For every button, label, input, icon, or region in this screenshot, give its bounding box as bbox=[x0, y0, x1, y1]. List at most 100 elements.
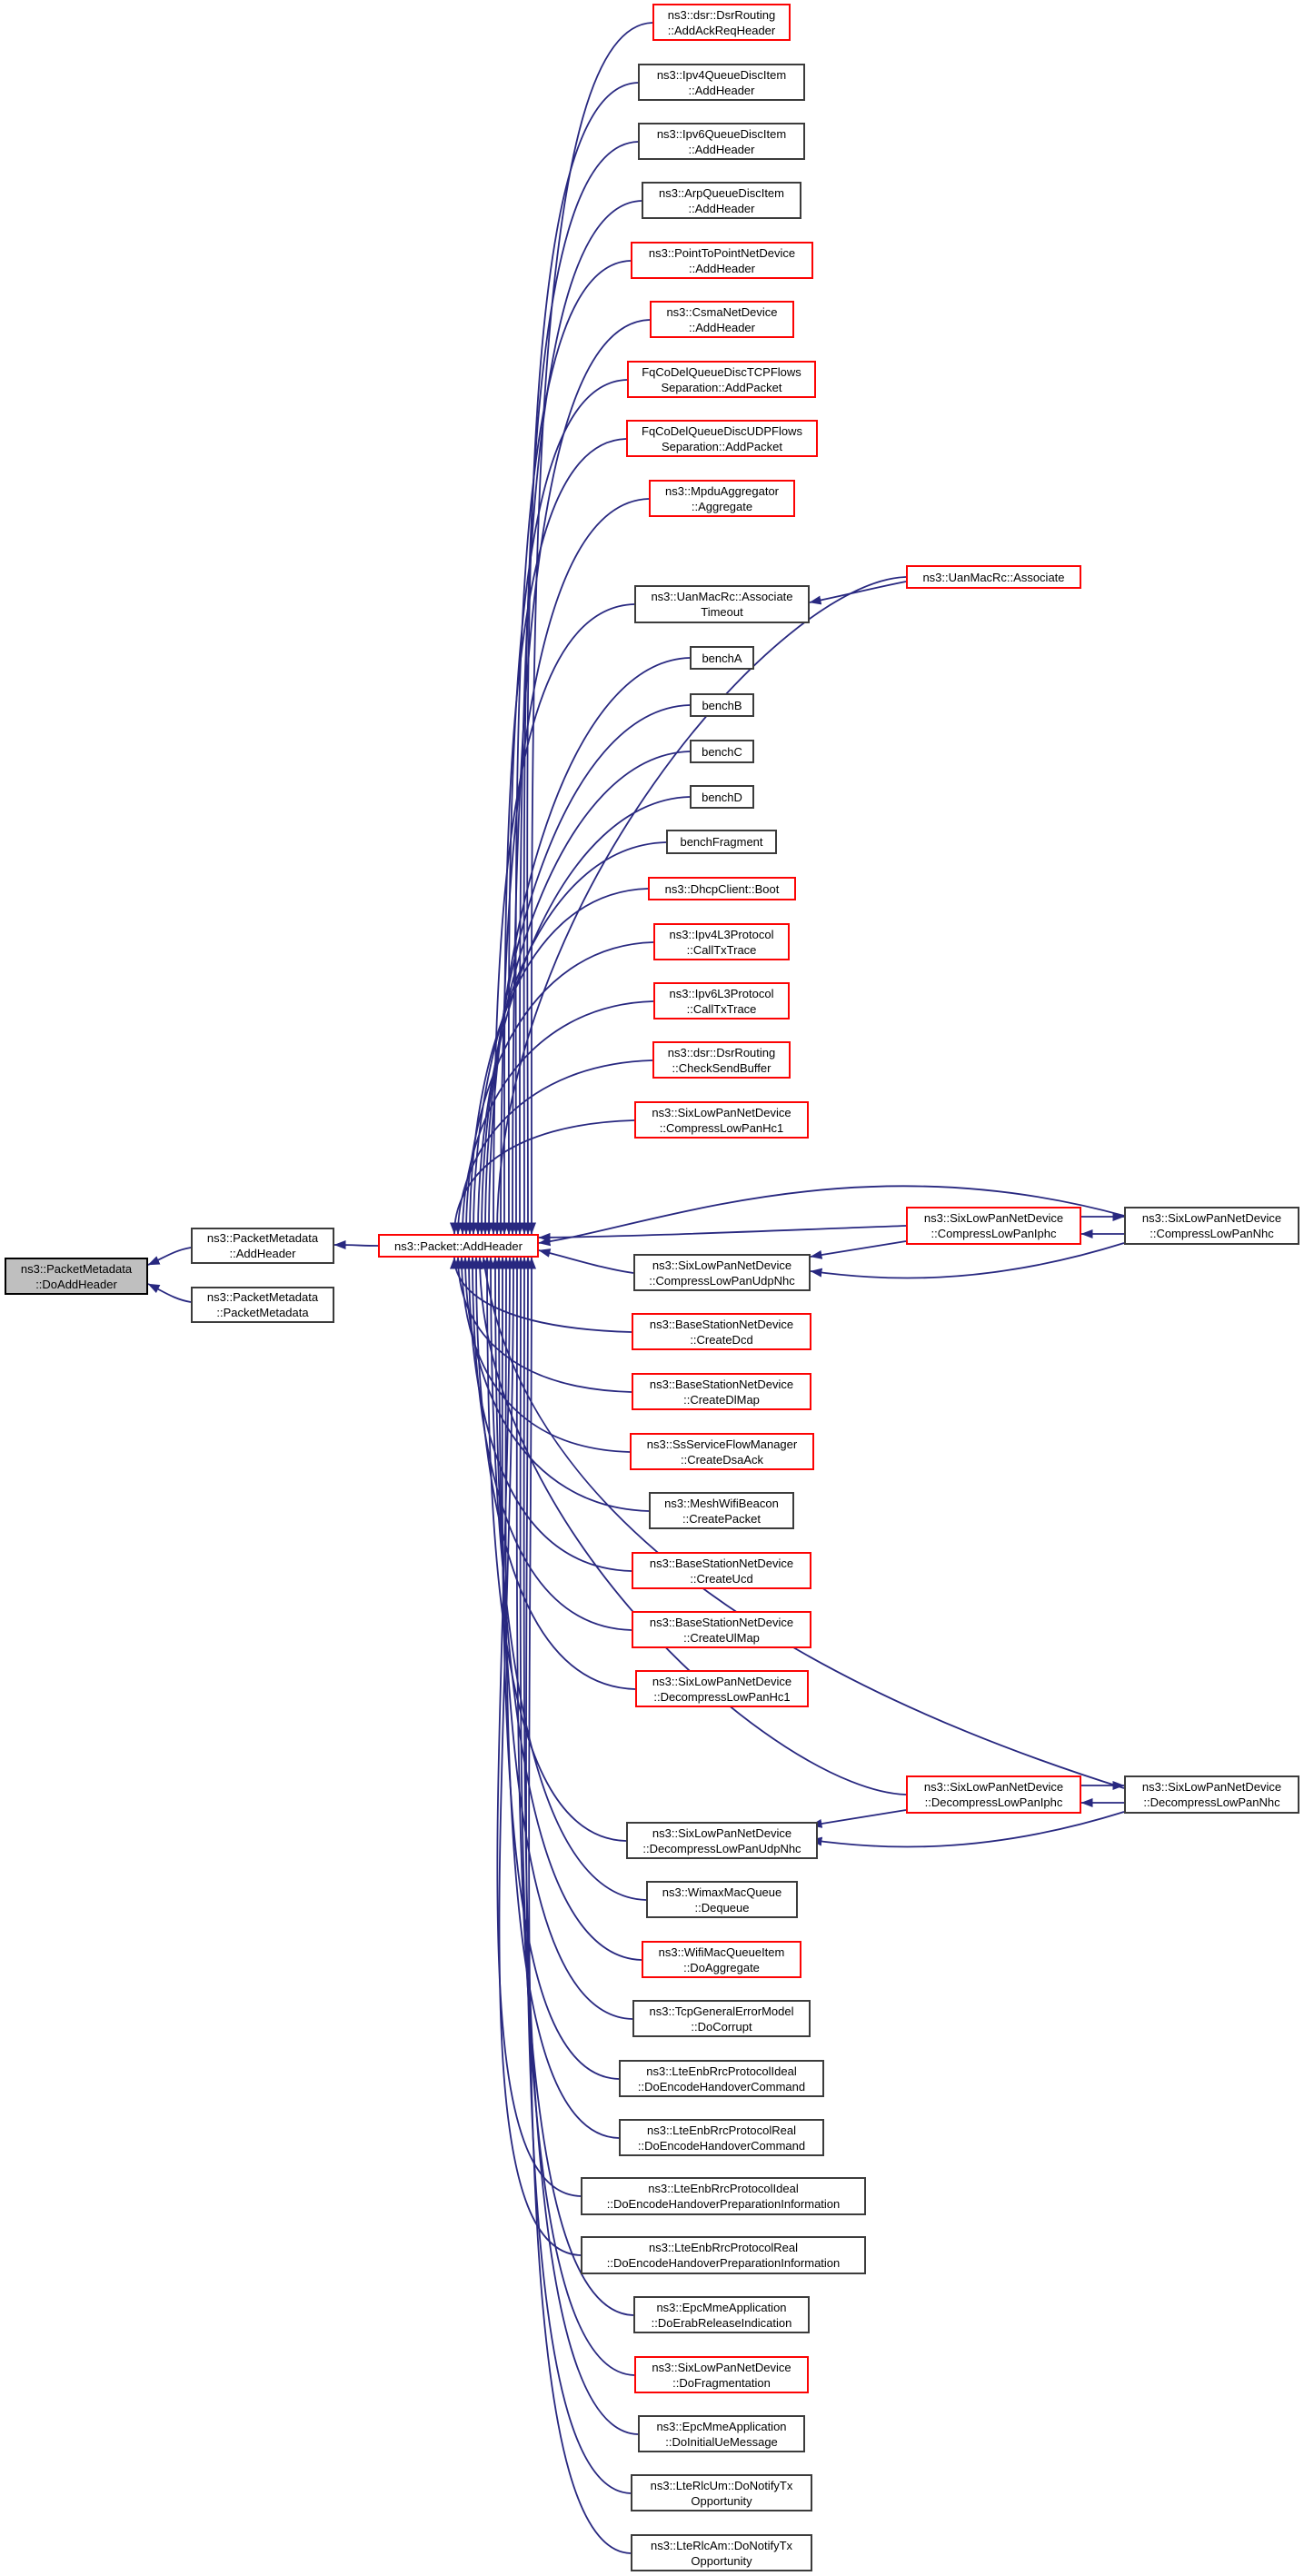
node-pmAddHeader[interactable]: ns3::PacketMetadata::AddHeader bbox=[191, 1228, 334, 1264]
node-lteIdealCmd[interactable]: ns3::LteEnbRrcProtocolIdeal::DoEncodeHan… bbox=[619, 2060, 824, 2097]
node-pmPacketMetadata[interactable]: ns3::PacketMetadata::PacketMetadata bbox=[191, 1287, 334, 1323]
edge-compNhc-compUdpNhc bbox=[810, 1242, 1125, 1279]
node-p2pAddHeader[interactable]: ns3::PointToPointNetDevice::AddHeader bbox=[631, 242, 813, 279]
node-lteRealCmd[interactable]: ns3::LteEnbRrcProtocolReal::DoEncodeHand… bbox=[619, 2119, 824, 2156]
edge-decompUdpNhc-packetAddHeader bbox=[483, 1257, 627, 1842]
node-label-line: ns3::SsServiceFlowManager bbox=[646, 1437, 798, 1451]
node-label-line: ns3::LteRlcAm::DoNotifyTx bbox=[650, 2538, 793, 2552]
node-label-line: ::DoEncodeHandoverPreparationInformation bbox=[606, 2197, 841, 2211]
node-lteRealPrep[interactable]: ns3::LteEnbRrcProtocolReal::DoEncodeHand… bbox=[581, 2236, 866, 2274]
edge-compIphc-compUdpNhc bbox=[810, 1240, 907, 1259]
node-label-line: ns3::BaseStationNetDevice bbox=[649, 1317, 794, 1331]
node-csmaAddHeader[interactable]: ns3::CsmaNetDevice::AddHeader bbox=[650, 301, 794, 338]
edge-compNhc-packetAddHeader bbox=[538, 1185, 1125, 1247]
node-benchC[interactable]: benchC bbox=[690, 740, 754, 763]
node-uanTimeout[interactable]: ns3::UanMacRc::Associate Timeout bbox=[634, 585, 810, 623]
node-label-line: Separation::AddPacket bbox=[661, 380, 782, 394]
edge-compHc1-packetAddHeader bbox=[450, 1119, 635, 1235]
node-ipv6Qdi[interactable]: ns3::Ipv6QueueDiscItem::AddHeader bbox=[638, 123, 805, 160]
node-label-line: benchB bbox=[702, 698, 742, 712]
node-meshCreatePacket[interactable]: ns3::MeshWifiBeacon::CreatePacket bbox=[649, 1492, 794, 1529]
node-wimaxDequeue[interactable]: ns3::WimaxMacQueue::Dequeue bbox=[646, 1881, 798, 1918]
node-dhcpBoot[interactable]: ns3::DhcpClient::Boot bbox=[648, 877, 796, 900]
node-label-line: ns3::MeshWifiBeacon bbox=[664, 1496, 779, 1510]
node-checkSendBuffer[interactable]: ns3::dsr::DsrRouting::CheckSendBuffer bbox=[652, 1041, 791, 1079]
node-label-line: ns3::WimaxMacQueue bbox=[662, 1885, 782, 1899]
edge-benchD-packetAddHeader bbox=[473, 796, 691, 1235]
node-rlcAm[interactable]: ns3::LteRlcAm::DoNotifyTx Opportunity bbox=[631, 2534, 812, 2571]
node-fqUdp[interactable]: FqCoDelQueueDiscUDPFlows Separation::AddP… bbox=[626, 420, 818, 457]
node-decompHc1[interactable]: ns3::SixLowPanNetDevice::DecompressLowPa… bbox=[635, 1670, 809, 1707]
node-createUlMap[interactable]: ns3::BaseStationNetDevice::CreateUlMap bbox=[632, 1611, 811, 1648]
node-compIphc[interactable]: ns3::SixLowPanNetDevice::CompressLowPanI… bbox=[906, 1207, 1081, 1245]
node-label-line: ::CreateDlMap bbox=[683, 1392, 760, 1407]
node-epcErab[interactable]: ns3::EpcMmeApplication::DoErabReleaseInd… bbox=[633, 2296, 810, 2333]
edge-lteIdealCmd-packetAddHeader bbox=[497, 1257, 620, 2080]
node-benchA[interactable]: benchA bbox=[690, 646, 754, 670]
node-ipv4CallTx[interactable]: ns3::Ipv4L3Protocol::CallTxTrace bbox=[653, 923, 790, 960]
node-createDcd[interactable]: ns3::BaseStationNetDevice::CreateDcd bbox=[632, 1313, 811, 1350]
node-label-line: ::AddHeader bbox=[689, 261, 755, 275]
edge-createDsaAck-packetAddHeader bbox=[457, 1257, 631, 1453]
edge-mpduAggregate-packetAddHeader bbox=[496, 498, 650, 1235]
node-label-line: ::AddAckReqHeader bbox=[667, 23, 776, 37]
node-label-line: ::AddHeader bbox=[689, 320, 755, 334]
node-benchB[interactable]: benchB bbox=[690, 693, 754, 717]
node-doFragmentation[interactable]: ns3::SixLowPanNetDevice::DoFragmentation bbox=[634, 2356, 809, 2393]
node-label-line: FqCoDelQueueDiscTCPFlows bbox=[642, 364, 801, 379]
node-compHc1[interactable]: ns3::SixLowPanNetDevice::CompressLowPanH… bbox=[634, 1101, 809, 1139]
edge-wimaxDequeue-packetAddHeader bbox=[486, 1257, 647, 1901]
node-wifiDoAggregate[interactable]: ns3::WifiMacQueueItem::DoAggregate bbox=[642, 1941, 801, 1978]
node-label-line: ::CreateDsaAck bbox=[680, 1452, 764, 1467]
node-label-line: ns3::PacketMetadata bbox=[20, 1261, 133, 1276]
node-mpduAggregate[interactable]: ns3::MpduAggregator::Aggregate bbox=[649, 480, 795, 517]
node-addAckReqHeader[interactable]: ns3::dsr::DsrRouting::AddAckReqHeader bbox=[652, 4, 791, 41]
node-tcpDoCorrupt[interactable]: ns3::TcpGeneralErrorModel::DoCorrupt bbox=[632, 2000, 811, 2037]
node-label-line: ns3::dsr::DsrRouting bbox=[667, 1045, 776, 1059]
node-packetAddHeader[interactable]: ns3::Packet::AddHeader bbox=[378, 1234, 539, 1258]
edge-createUlMap-packetAddHeader bbox=[468, 1257, 632, 1631]
node-label-line: ::CheckSendBuffer bbox=[672, 1060, 771, 1075]
node-label-line: benchA bbox=[702, 651, 742, 665]
node-createUcd[interactable]: ns3::BaseStationNetDevice::CreateUcd bbox=[632, 1552, 811, 1589]
node-label-line: ::DoEncodeHandoverCommand bbox=[637, 2138, 806, 2153]
edge-ipv6Qdi-packetAddHeader bbox=[519, 141, 639, 1235]
edge-uanAssociate-packetAddHeader bbox=[493, 576, 907, 1235]
node-label-line: ns3::ArpQueueDiscItem bbox=[658, 185, 784, 200]
node-label-line: ::Dequeue bbox=[694, 1900, 750, 1915]
edge-lteRealPrep-packetAddHeader bbox=[498, 1257, 582, 2256]
node-ipv6CallTx[interactable]: ns3::Ipv6L3Protocol::CallTxTrace bbox=[653, 982, 790, 1019]
node-createDlMap[interactable]: ns3::BaseStationNetDevice::CreateDlMap bbox=[632, 1373, 811, 1410]
node-arpQdi[interactable]: ns3::ArpQueueDiscItem::AddHeader bbox=[642, 182, 801, 219]
edge-dhcpBoot-packetAddHeader bbox=[465, 888, 649, 1235]
node-decompIphc[interactable]: ns3::SixLowPanNetDevice::DecompressLowPa… bbox=[906, 1775, 1081, 1814]
edge-decompIphc-decompUdpNhc bbox=[810, 1809, 907, 1828]
node-label-line: ::AddHeader bbox=[688, 201, 755, 215]
node-ipv4Qdi[interactable]: ns3::Ipv4QueueDiscItem::AddHeader bbox=[638, 64, 805, 101]
edge-pmPacketMetadata-doAddHeader bbox=[147, 1283, 192, 1303]
edge-lteIdealPrep-packetAddHeader bbox=[496, 1257, 582, 2197]
node-createDsaAck[interactable]: ns3::SsServiceFlowManager::CreateDsaAck bbox=[630, 1433, 814, 1470]
node-decompNhc[interactable]: ns3::SixLowPanNetDevice::DecompressLowPa… bbox=[1124, 1775, 1299, 1814]
node-lteIdealPrep[interactable]: ns3::LteEnbRrcProtocolIdeal::DoEncodeHan… bbox=[581, 2177, 866, 2215]
node-benchD[interactable]: benchD bbox=[690, 785, 754, 809]
node-label-line: Separation::AddPacket bbox=[662, 439, 782, 453]
node-label-line: ::CompressLowPanHc1 bbox=[659, 1120, 784, 1135]
node-label-line: ns3::BaseStationNetDevice bbox=[649, 1377, 794, 1391]
node-label-line: ns3::SixLowPanNetDevice bbox=[652, 1825, 792, 1840]
node-decompUdpNhc[interactable]: ns3::SixLowPanNetDevice::DecompressLowPa… bbox=[626, 1822, 818, 1859]
node-benchFragment[interactable]: benchFragment bbox=[666, 830, 777, 854]
node-label-line: ::AddHeader bbox=[688, 83, 755, 97]
node-label-line: ns3::PointToPointNetDevice bbox=[648, 245, 796, 260]
node-uanAssociate[interactable]: ns3::UanMacRc::Associate bbox=[906, 565, 1081, 589]
node-compUdpNhc[interactable]: ns3::SixLowPanNetDevice::CompressLowPanU… bbox=[633, 1254, 811, 1291]
node-rlcUm[interactable]: ns3::LteRlcUm::DoNotifyTx Opportunity bbox=[631, 2474, 812, 2511]
edge-rlcUm-packetAddHeader bbox=[523, 1257, 632, 2494]
node-label-line: ns3::TcpGeneralErrorModel bbox=[649, 2004, 794, 2018]
edge-compUdpNhc-packetAddHeader bbox=[538, 1248, 634, 1274]
node-fqTcp[interactable]: FqCoDelQueueDiscTCPFlows Separation::AddP… bbox=[627, 361, 816, 398]
node-epcInitialUe[interactable]: ns3::EpcMmeApplication::DoInitialUeMessa… bbox=[638, 2415, 805, 2452]
edge-arpQdi-packetAddHeader bbox=[514, 200, 642, 1235]
edge-decompNhc-decompUdpNhc bbox=[810, 1811, 1125, 1848]
node-compNhc[interactable]: ns3::SixLowPanNetDevice::CompressLowPanN… bbox=[1124, 1207, 1299, 1245]
